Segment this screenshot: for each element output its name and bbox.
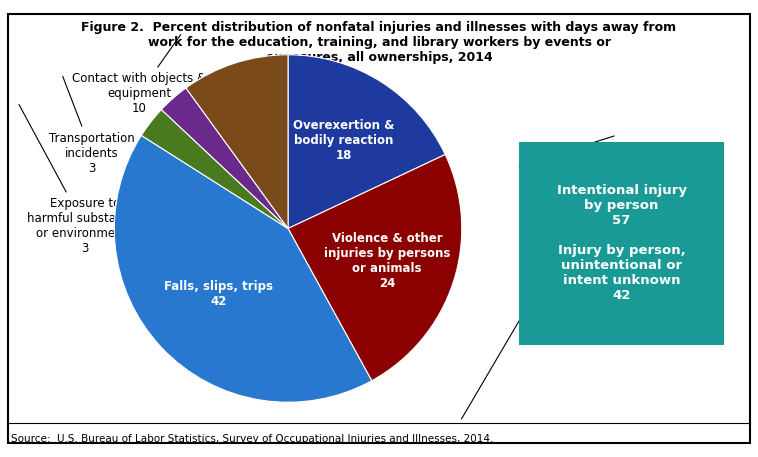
Wedge shape [114,135,371,402]
Wedge shape [141,110,288,228]
Text: Falls, slips, trips
42: Falls, slips, trips 42 [164,280,273,308]
Wedge shape [186,55,288,228]
Text: Figure 2.  Percent distribution of nonfatal injuries and illnesses with days awa: Figure 2. Percent distribution of nonfat… [81,21,677,64]
Text: Violence & other
injuries by persons
or animals
24: Violence & other injuries by persons or … [324,232,450,290]
Text: Contact with objects &
equipment
10: Contact with objects & equipment 10 [72,35,206,115]
Wedge shape [288,55,445,228]
Text: Overexertion &
bodily reaction
18: Overexertion & bodily reaction 18 [293,119,395,162]
Text: Source:  U.S. Bureau of Labor Statistics, Survey of Occupational Injuries and Il: Source: U.S. Bureau of Labor Statistics,… [11,434,493,444]
Wedge shape [288,154,462,381]
Wedge shape [161,88,288,228]
Text: Transportation
incidents
3: Transportation incidents 3 [49,76,135,175]
FancyBboxPatch shape [519,142,724,345]
Text: Intentional injury
by person
57

Injury by person,
unintentional or
intent unkno: Intentional injury by person 57 Injury b… [556,184,687,303]
Text: Exposure to
harmful substances
or environments
3: Exposure to harmful substances or enviro… [19,105,143,255]
